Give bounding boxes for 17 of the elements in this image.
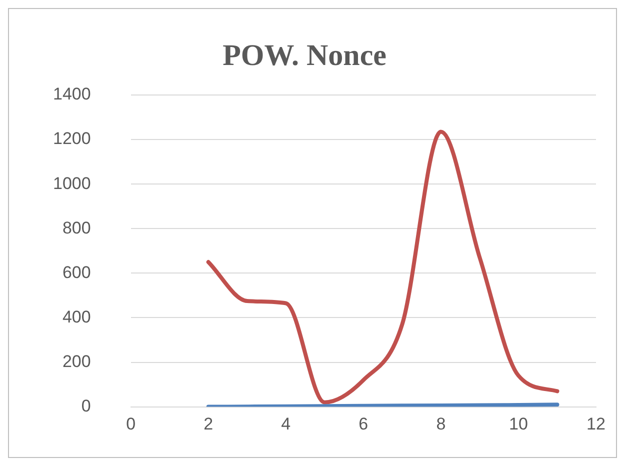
y-tick-label: 800 [62, 218, 91, 238]
x-tick-label: 0 [126, 414, 136, 434]
y-tick-label: 200 [62, 352, 91, 371]
x-tick-label: 4 [281, 414, 291, 434]
y-tick-label: 0 [81, 396, 91, 416]
line-series [206, 130, 560, 404]
y-tick-label: 600 [62, 262, 91, 282]
y-tick-label: 1200 [52, 129, 91, 148]
chart-title: POW. Nonce [222, 38, 386, 72]
x-tick-label: 12 [586, 414, 606, 434]
y-tick-label: 1000 [52, 174, 91, 193]
y-tick-label: 400 [62, 307, 91, 326]
y-tick-label: 1400 [52, 84, 91, 104]
x-tick-label: 2 [204, 414, 214, 434]
x-tick-label: 8 [436, 414, 446, 434]
x-tick-label: 6 [358, 414, 368, 434]
x-tick-label: 10 [509, 414, 528, 434]
